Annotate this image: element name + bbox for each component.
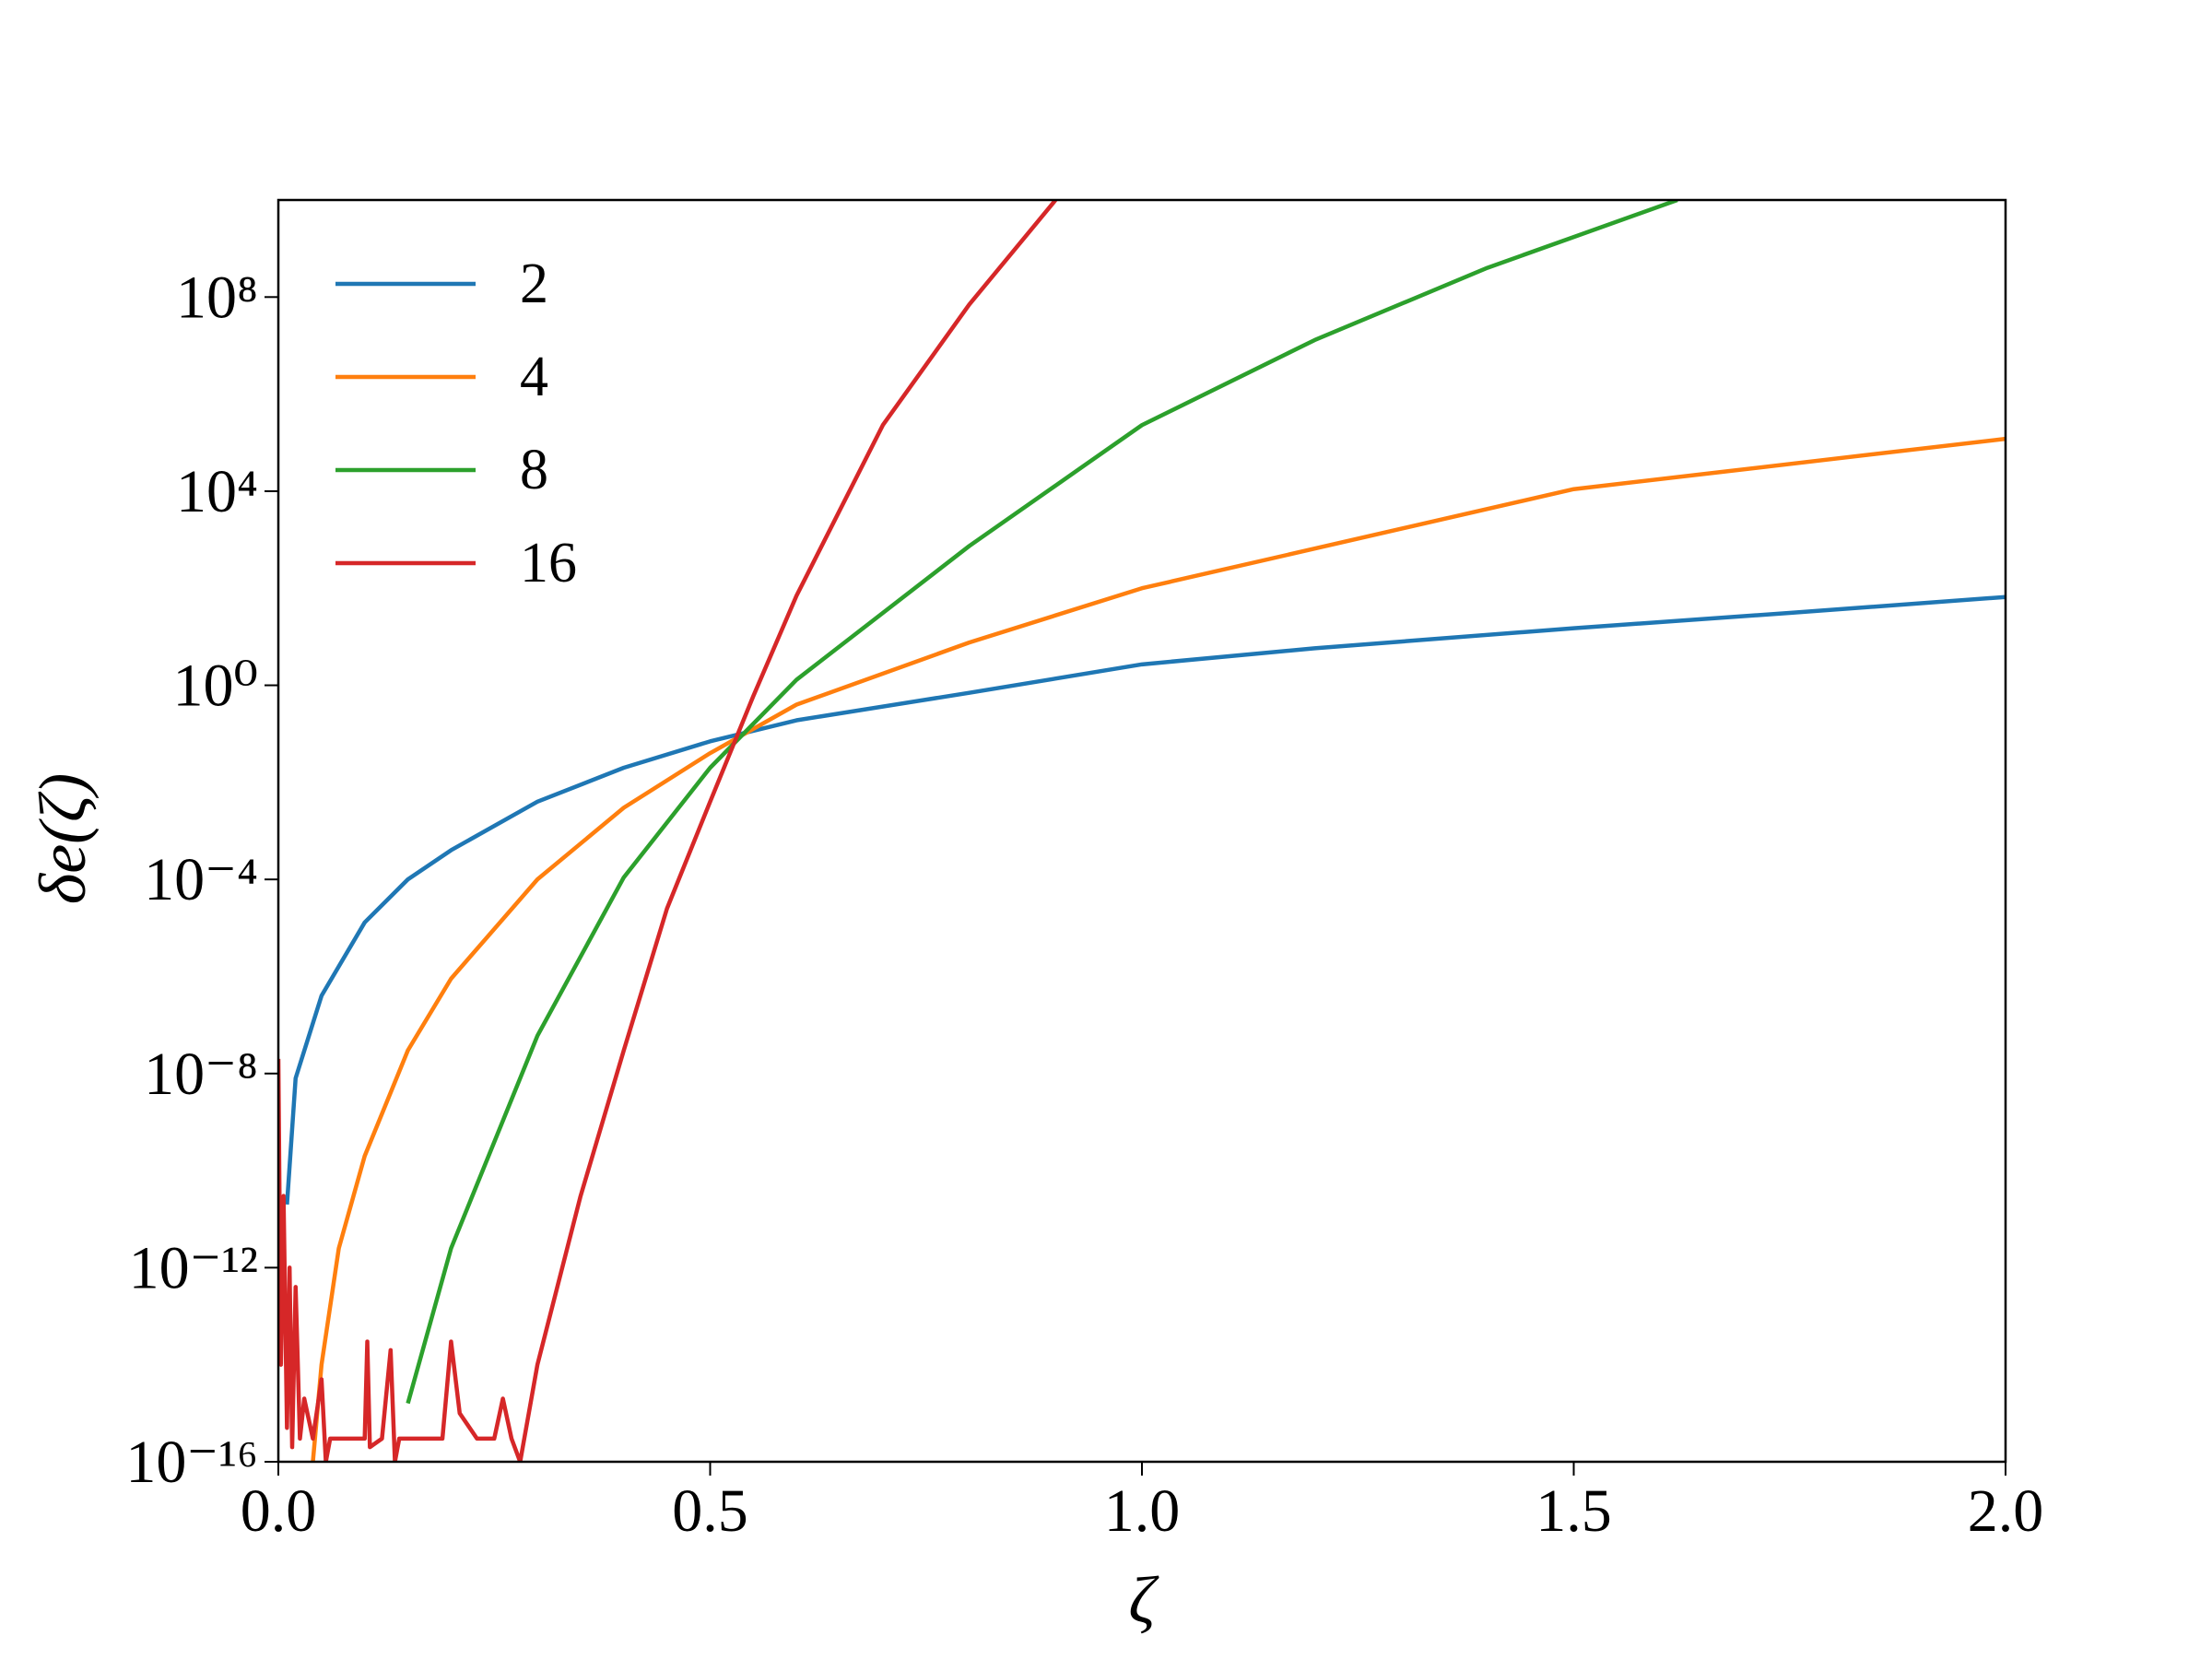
y-tick-label: 10⁰: [173, 653, 258, 720]
legend-label: 16: [520, 532, 577, 594]
legend-label: 2: [520, 253, 548, 315]
plot-area: [278, 200, 2006, 1462]
y-tick-label: 10⁻⁴: [144, 846, 258, 913]
series-line: [406, 200, 1678, 1405]
y-tick-label: 10⁻¹²: [129, 1234, 258, 1301]
x-tick-label: 0.0: [241, 1477, 317, 1545]
y-tick-label: 10⁻¹⁶: [125, 1429, 258, 1496]
series-line: [278, 200, 1058, 1462]
y-tick-label: 10⁴: [176, 458, 258, 525]
y-tick-label: 10⁸: [176, 264, 258, 331]
legend-label: 4: [520, 346, 548, 408]
x-axis-label: ζ: [1128, 1563, 1159, 1637]
x-tick-label: 2.0: [1968, 1477, 2044, 1545]
series-line: [285, 594, 2006, 1206]
x-tick-label: 1.0: [1104, 1477, 1181, 1545]
y-tick-label: 10⁻⁸: [144, 1041, 258, 1108]
x-tick-label: 0.5: [672, 1477, 748, 1545]
plot-frame: [276, 198, 2007, 1464]
x-tick-label: 1.5: [1535, 1477, 1612, 1545]
y-axis-label: δe(ζ): [26, 773, 100, 905]
series-line: [311, 436, 2006, 1462]
legend-label: 8: [520, 439, 548, 501]
